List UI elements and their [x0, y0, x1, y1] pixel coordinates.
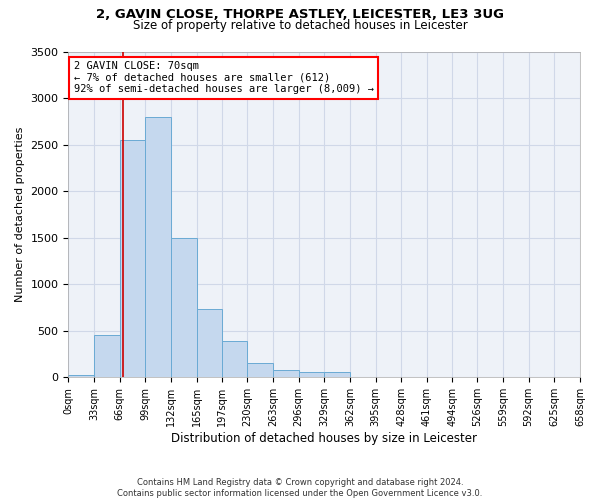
Text: Size of property relative to detached houses in Leicester: Size of property relative to detached ho… [133, 18, 467, 32]
Bar [221, 341, 247, 378]
Bar [120, 140, 145, 378]
Bar [197, 310, 221, 378]
Text: Contains HM Land Registry data © Crown copyright and database right 2024.
Contai: Contains HM Land Registry data © Crown c… [118, 478, 482, 498]
Bar [68, 374, 94, 378]
Bar [171, 238, 197, 378]
Bar [273, 370, 299, 378]
Bar [299, 372, 324, 378]
Y-axis label: Number of detached properties: Number of detached properties [15, 126, 25, 302]
Bar [247, 364, 273, 378]
Text: 2 GAVIN CLOSE: 70sqm
← 7% of detached houses are smaller (612)
92% of semi-detac: 2 GAVIN CLOSE: 70sqm ← 7% of detached ho… [74, 62, 374, 94]
X-axis label: Distribution of detached houses by size in Leicester: Distribution of detached houses by size … [171, 432, 477, 445]
Text: 2, GAVIN CLOSE, THORPE ASTLEY, LEICESTER, LE3 3UG: 2, GAVIN CLOSE, THORPE ASTLEY, LEICESTER… [96, 8, 504, 20]
Bar [145, 116, 171, 378]
Bar [94, 336, 120, 378]
Bar [324, 372, 350, 378]
